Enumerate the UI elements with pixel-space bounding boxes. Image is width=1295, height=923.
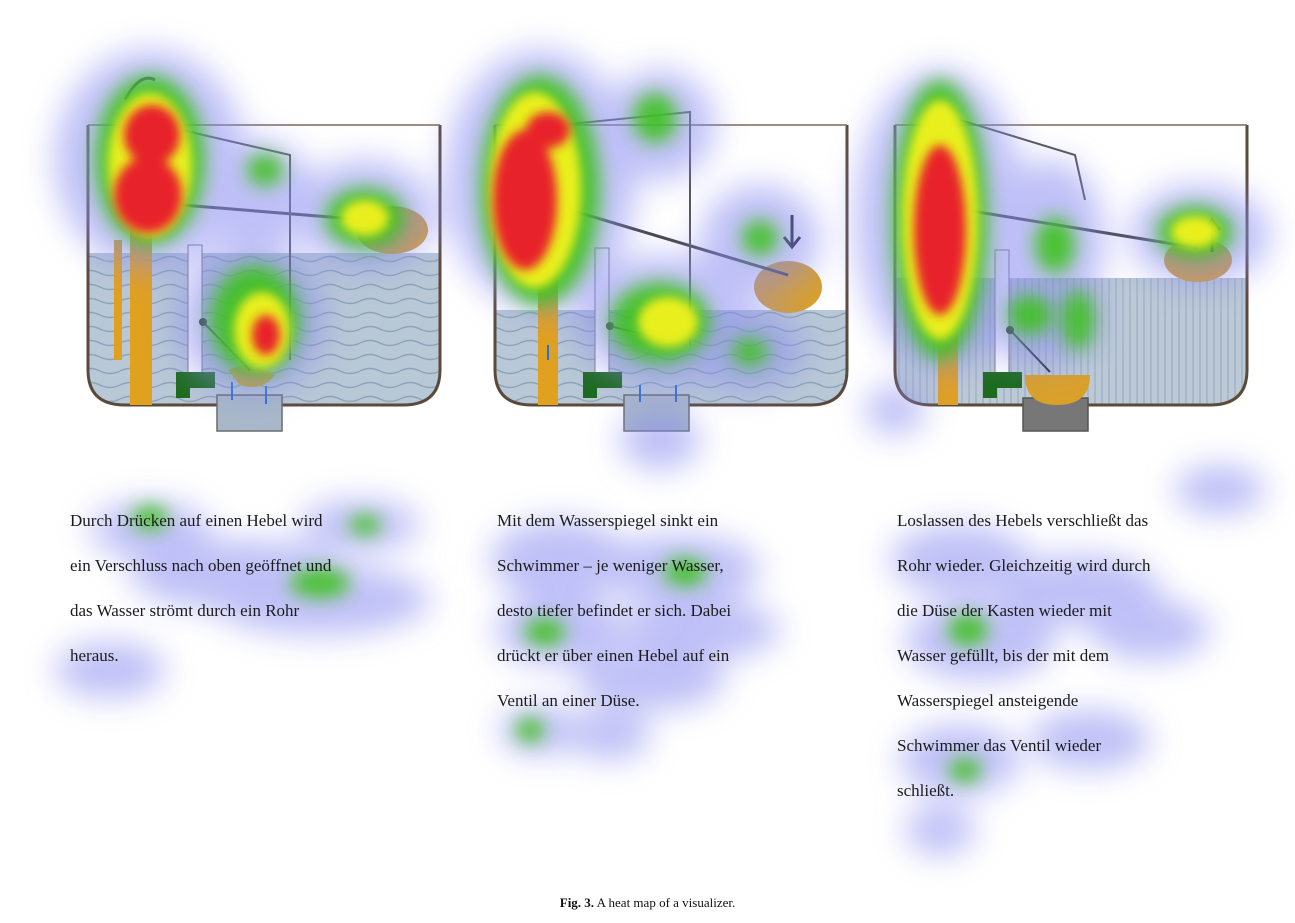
figure-caption: Fig. 3. A heat map of a visualizer. [0, 895, 1295, 911]
panel-3-line-1: Loslassen des Hebels verschließt das [897, 511, 1149, 530]
panel-3-description: Loslassen des Hebels verschließt das Roh… [897, 498, 1151, 813]
panel-3-line-3: die Düse der Kasten wieder mit [897, 601, 1112, 620]
panel-1-description: Durch Drücken auf einen Hebel wird ein V… [70, 498, 331, 678]
panel-2-line-5: Ventil an einer Düse. [497, 691, 640, 710]
figure-caption-text: A heat map of a visualizer. [596, 895, 736, 910]
figure-caption-label: Fig. 3. [559, 895, 595, 910]
panel-3-line-4: Wasser gefüllt, bis der mit dem [897, 646, 1110, 665]
panel-3-line-2: Rohr wieder. Gleichzeitig wird durch [897, 556, 1151, 575]
panel-2-line-1: Mit dem Wasserspiegel sinkt ein [497, 511, 719, 530]
panel-2-line-2: Schwimmer – je weniger Wasser, [497, 556, 724, 575]
heatmap-red-layer [114, 105, 966, 355]
panel-3-line-7: schließt. [897, 781, 955, 800]
panel-3-line-6: Schwimmer das Ventil wieder [897, 736, 1102, 755]
panel-1-line-1: Durch Drücken auf einen Hebel wird [70, 511, 323, 530]
panel-1-line-3: das Wasser strömt durch ein Rohr [70, 601, 300, 620]
panel-1-line-4: heraus. [70, 646, 119, 665]
panel-2-description: Mit dem Wasserspiegel sinkt ein Schwimme… [497, 498, 731, 723]
panel-2-line-4: drückt er über einen Hebel auf ein [497, 646, 730, 665]
panel-2-line-3: desto tiefer befindet er sich. Dabei [497, 601, 732, 620]
panel-3-line-5: Wasserspiegel ansteigende [897, 691, 1079, 710]
panel-1-line-2: ein Verschluss nach oben geöffnet und [70, 556, 332, 575]
